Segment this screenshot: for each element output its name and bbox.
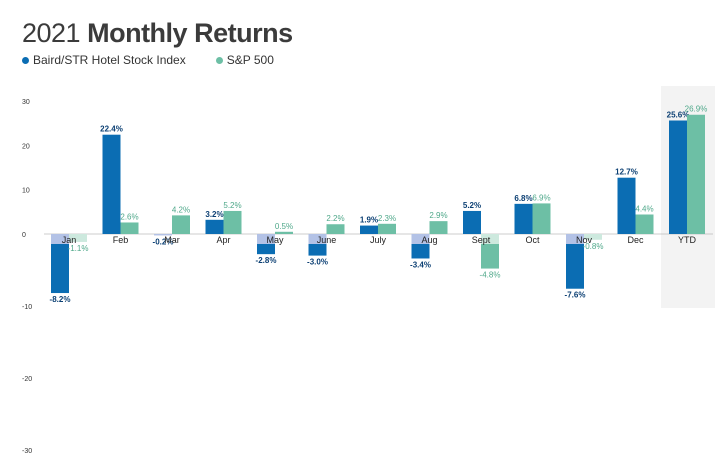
bar-series1 [463, 210, 481, 234]
data-label-series2: -1.1% [68, 244, 89, 253]
y-tick-label: -20 [22, 376, 32, 383]
bar-series2 [172, 215, 190, 234]
data-label-series1: -3.0% [307, 258, 328, 267]
data-label-series1: 1.9% [360, 216, 378, 225]
legend-item-series1: Baird/STR Hotel Stock Index [22, 53, 186, 67]
bar-series2-top [481, 234, 499, 244]
bar-series2 [275, 231, 293, 234]
data-label-series1: 5.2% [463, 201, 481, 210]
bar-series2 [120, 222, 139, 234]
data-label-series1: 25.6% [667, 111, 690, 120]
legend-item-series2: S&P 500 [215, 53, 274, 67]
data-label-series2: 0.5% [275, 222, 293, 231]
title-rest: Monthly Returns [87, 18, 293, 48]
x-tick-label: YTD [678, 235, 697, 245]
data-label-series2: 2.3% [378, 214, 396, 223]
bar-series1-top [411, 234, 430, 244]
x-tick-label: Dec [627, 235, 644, 245]
bar-series1 [669, 120, 687, 234]
bar-series1 [51, 244, 69, 294]
bar-series1-top [566, 234, 584, 244]
x-tick-label: June [317, 235, 337, 245]
y-tick-label: 20 [22, 143, 30, 150]
x-tick-label: Jan [62, 235, 77, 245]
y-tick-label: 10 [22, 188, 30, 195]
bar-series1 [257, 244, 275, 255]
bar-series1 [566, 244, 584, 289]
bar-series1 [411, 244, 430, 259]
x-tick-label: Mar [164, 235, 180, 245]
bar-series2 [429, 221, 448, 234]
data-label-series1: 12.7% [615, 168, 638, 177]
data-label-series2: 2.2% [326, 214, 344, 223]
bar-series1 [514, 203, 533, 234]
bar-series1 [308, 244, 327, 256]
data-label-series2: 6.9% [532, 193, 550, 202]
bar-series1-top [308, 234, 327, 244]
x-tick-label: Aug [421, 235, 437, 245]
bar-series2-top [69, 234, 87, 242]
data-label-series2: 4.4% [635, 204, 653, 213]
bar-series2 [223, 210, 242, 234]
bar-series2 [635, 214, 654, 234]
data-label-series1: 22.4% [100, 125, 123, 134]
x-tick-label: Feb [113, 235, 129, 245]
legend-label-series2: S&P 500 [226, 53, 274, 67]
y-tick-label: 30 [22, 99, 30, 106]
data-label-series2: 4.2% [172, 205, 190, 214]
x-tick-label: July [370, 235, 387, 245]
data-label-series1: 3.2% [205, 210, 223, 219]
data-label-series2: 26.9% [685, 105, 708, 114]
bar-series2 [481, 244, 499, 269]
y-tick-label: -10 [22, 304, 32, 311]
data-label-series2: -4.8% [480, 271, 501, 280]
data-label-series1: 6.8% [514, 194, 532, 203]
bar-series2-top [584, 234, 602, 240]
y-tick-label: 0 [22, 232, 26, 239]
chart-legend: Baird/STR Hotel Stock Index S&P 500 [22, 53, 274, 67]
bar-series2 [378, 223, 396, 234]
data-label-series2: 5.2% [223, 201, 241, 210]
data-label-series2: -0.8% [583, 242, 604, 251]
bar-series2 [532, 203, 551, 234]
data-label-series2: 2.6% [120, 212, 138, 221]
x-tick-label: Nov [576, 235, 593, 245]
legend-swatch-series2 [215, 56, 223, 64]
data-label-series1: -7.6% [565, 291, 586, 300]
bar-series1 [205, 219, 224, 234]
bar-series1-top [257, 234, 275, 244]
bar-series1-top [154, 234, 172, 236]
data-label-series1: -8.2% [50, 295, 71, 304]
x-tick-label: Apr [216, 235, 230, 245]
data-label-series1: -2.8% [256, 256, 277, 265]
bar-series1 [617, 177, 636, 234]
data-label-series2: 2.9% [429, 211, 447, 220]
bar-series1 [360, 225, 378, 234]
bar-series2 [326, 224, 345, 234]
bar-series1 [102, 134, 121, 234]
bar-series2 [687, 114, 705, 234]
legend-swatch-series1 [22, 56, 29, 64]
data-label-series1: -3.4% [410, 260, 431, 269]
x-tick-label: Oct [525, 235, 540, 245]
bar-series1-top [51, 234, 69, 244]
data-label-series1: -0.2% [153, 237, 174, 246]
legend-label-series1: Baird/STR Hotel Stock Index [33, 53, 186, 67]
x-tick-label: Sept [472, 235, 491, 245]
y-tick-label: -30 [22, 448, 32, 455]
chart-title: 2021 Monthly Returns [22, 18, 293, 49]
x-tick-label: May [266, 235, 284, 245]
title-year: 2021 [22, 18, 81, 48]
